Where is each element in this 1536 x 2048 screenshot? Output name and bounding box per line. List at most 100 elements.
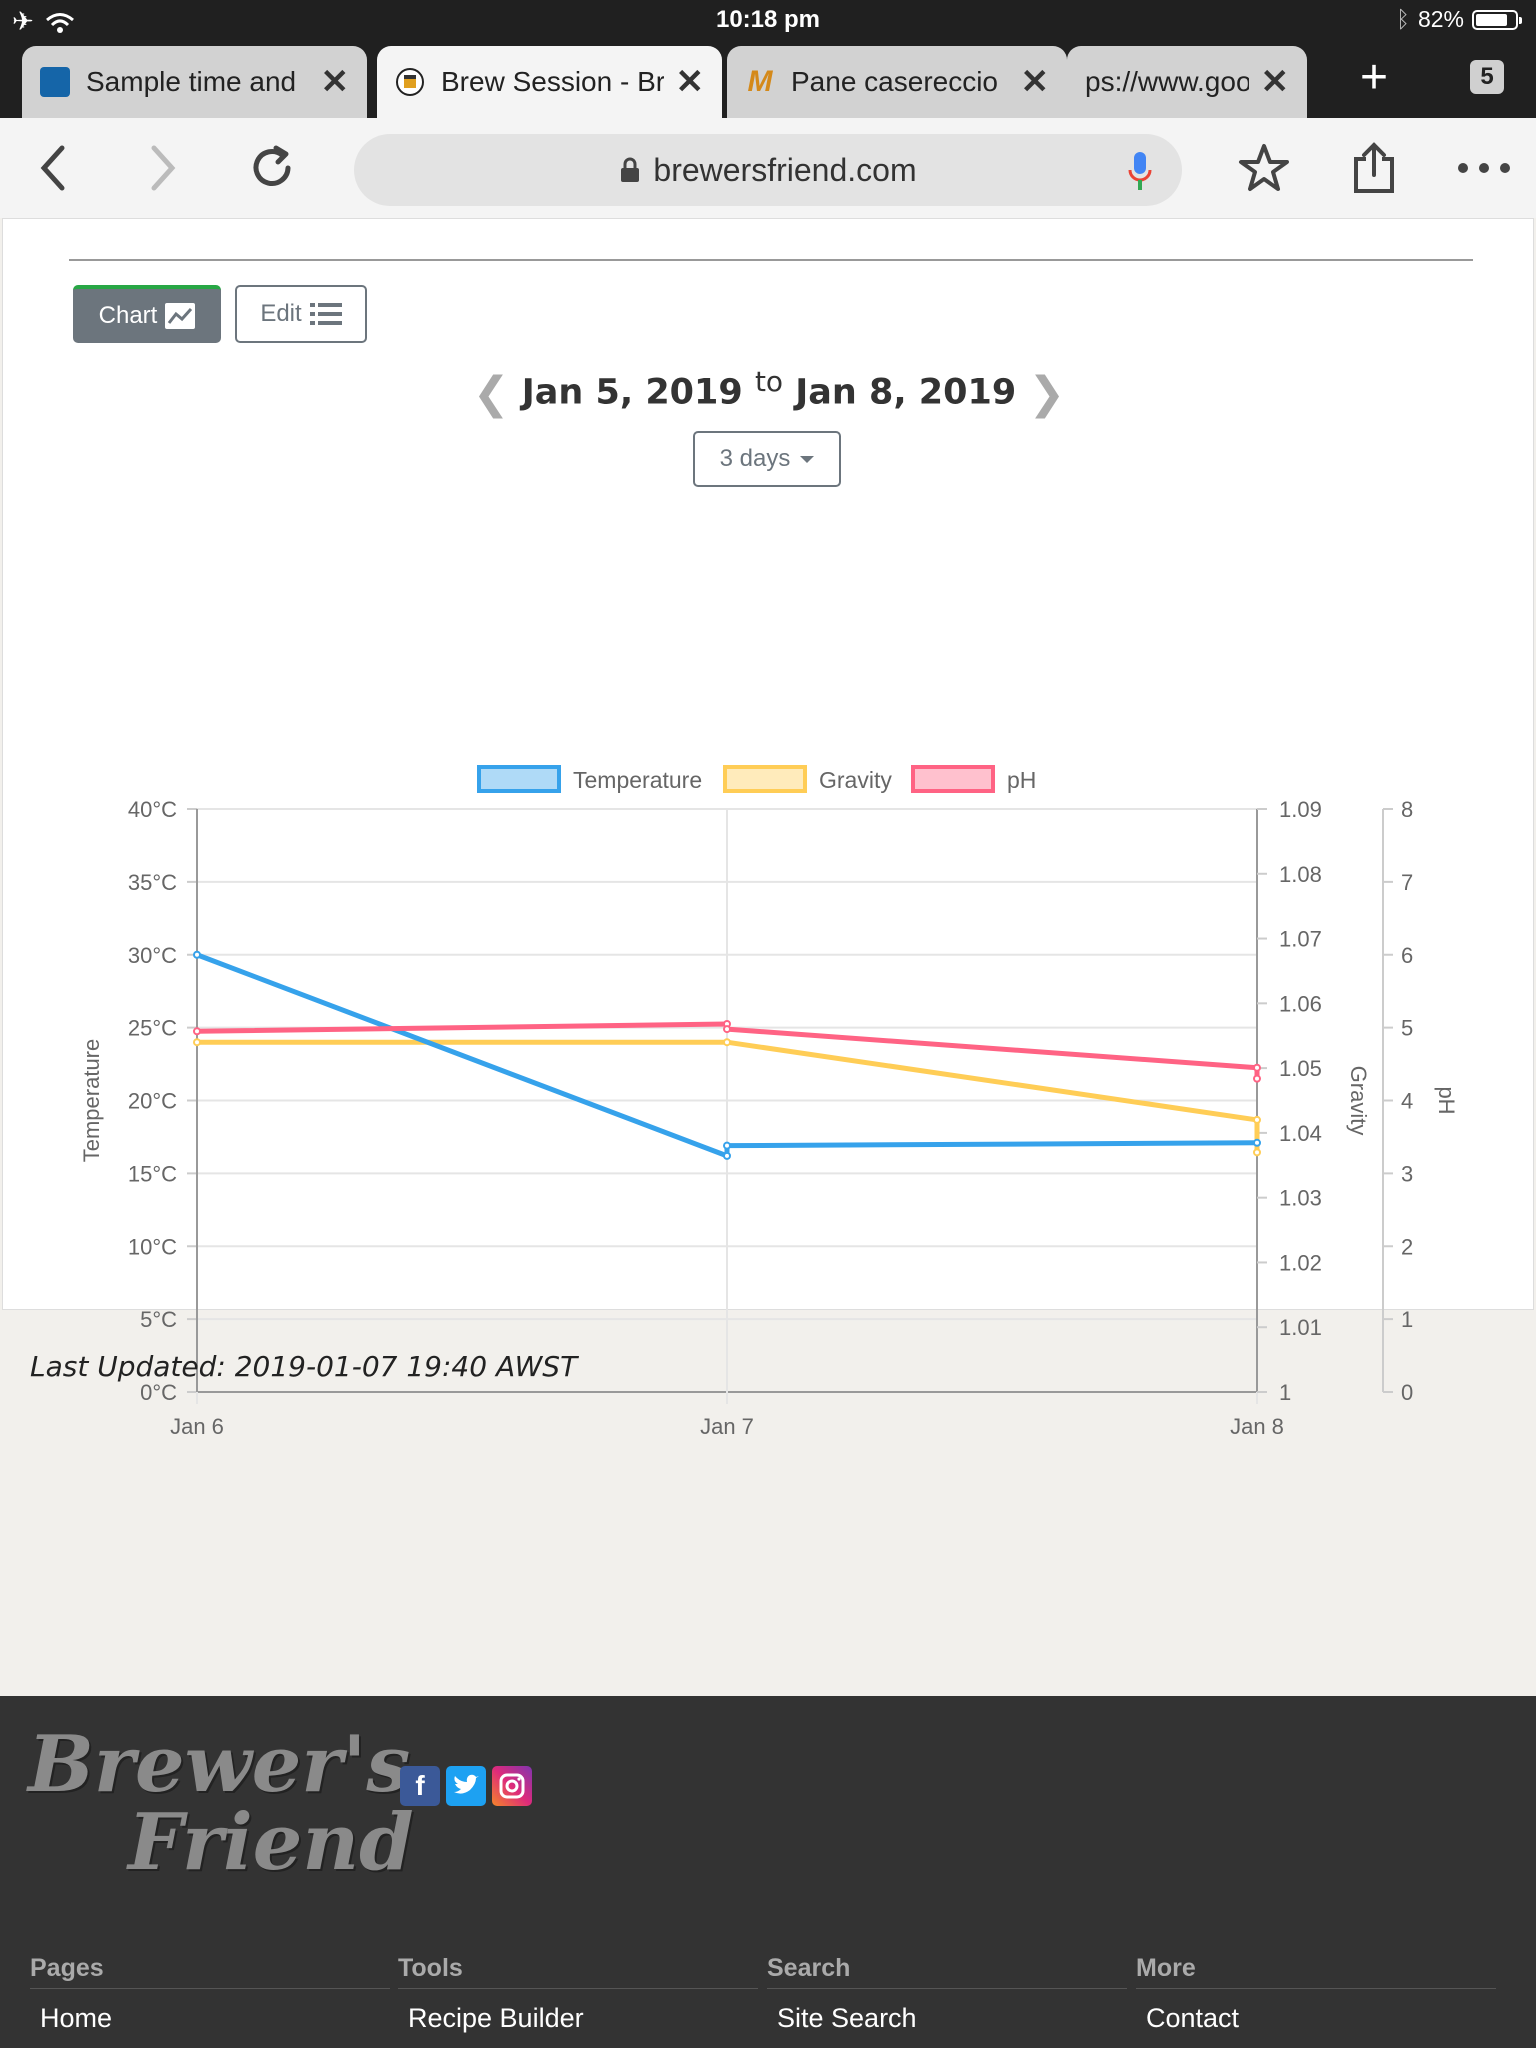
brewers-friend-logo[interactable]: Brewer's Friend xyxy=(28,1726,414,1882)
divider xyxy=(69,259,1473,261)
y1-tick-label: 0°C xyxy=(140,1380,177,1405)
data-point xyxy=(193,1038,201,1047)
y1-tick-label: 5°C xyxy=(140,1307,177,1332)
chart-view-button[interactable]: Chart xyxy=(73,285,221,343)
data-point xyxy=(1253,1148,1261,1157)
footer-heading: Pages xyxy=(30,1954,390,1989)
legend-label: Gravity xyxy=(819,767,892,793)
forward-button[interactable] xyxy=(134,140,190,196)
edit-view-button[interactable]: Edit xyxy=(235,285,367,343)
footer-column-pages: Pages Home xyxy=(30,1954,390,2034)
previous-period-icon[interactable]: ❮ xyxy=(472,368,510,420)
y2-tick-label: 1.02 xyxy=(1279,1250,1322,1275)
footer-link-site-search[interactable]: Site Search xyxy=(777,2003,917,2033)
data-point xyxy=(1253,1063,1261,1072)
instagram-icon[interactable] xyxy=(492,1766,532,1806)
y2-tick-label: 1.03 xyxy=(1279,1186,1322,1211)
brew-session-card: Chart Edit ❮ Jan 5, 2019 to Jan 8, 2019 … xyxy=(2,218,1535,1439)
series-line-gravity xyxy=(197,1039,1260,1153)
y3-tick-label: 3 xyxy=(1401,1161,1413,1186)
bookmark-button[interactable] xyxy=(1236,140,1292,196)
date-range-header: ❮ Jan 5, 2019 to Jan 8, 2019 ❯ xyxy=(3,365,1535,419)
data-point xyxy=(193,950,201,959)
y3-tick-label: 6 xyxy=(1401,943,1413,968)
social-links: f xyxy=(400,1766,532,1806)
url-text: brewersfriend.com xyxy=(653,151,917,188)
new-tab-button[interactable]: + xyxy=(1360,51,1389,104)
y3-axis-title: pH xyxy=(1434,1086,1459,1114)
period-label: 3 days xyxy=(719,445,791,472)
edit-button-label: Edit xyxy=(260,300,302,327)
legend-label: Temperature xyxy=(573,767,702,793)
chart-button-label: Chart xyxy=(98,302,158,329)
series-line-temperature xyxy=(196,952,1258,1159)
battery-icon xyxy=(1472,9,1522,30)
y1-tick-label: 25°C xyxy=(128,1016,177,1041)
brewers-friend-favicon-icon xyxy=(396,68,424,96)
logo-line-2: Friend xyxy=(128,1797,414,1888)
status-time: 10:18 pm xyxy=(715,6,821,33)
tab-title: Pane casereccio xyxy=(791,66,999,97)
lock-icon xyxy=(621,157,640,182)
range-start-date: Jan 5, 2019 xyxy=(521,372,743,413)
tab-title: Sample time and xyxy=(86,66,297,97)
back-button[interactable] xyxy=(26,140,82,196)
tab-bar: Sample time and ✕ Brew Session - Br ✕ M … xyxy=(0,42,1536,118)
tab-brew-session[interactable]: Brew Session - Br ✕ xyxy=(377,46,722,118)
share-button[interactable] xyxy=(1346,140,1402,196)
address-bar[interactable]: brewersfriend.com xyxy=(354,134,1182,206)
x-tick-label: Jan 7 xyxy=(700,1414,754,1439)
next-period-icon[interactable]: ❯ xyxy=(1028,368,1066,420)
data-point xyxy=(723,1025,731,1034)
footer-link-contact[interactable]: Contact xyxy=(1146,2003,1240,2033)
legend-swatch xyxy=(723,765,807,793)
tab-count-button[interactable]: 5 xyxy=(1470,60,1504,94)
y2-tick-label: 1.07 xyxy=(1279,927,1322,952)
y3-tick-label: 0 xyxy=(1401,1380,1413,1405)
range-to-word: to xyxy=(754,365,784,398)
tab-sample-time[interactable]: Sample time and ✕ xyxy=(22,46,367,118)
microphone-icon[interactable] xyxy=(1128,152,1152,190)
close-tab-icon[interactable]: ✕ xyxy=(1260,63,1290,101)
y3-tick-label: 4 xyxy=(1401,1089,1413,1114)
footer-column-more: More Contact xyxy=(1136,1954,1496,2034)
range-end-date: Jan 8, 2019 xyxy=(795,372,1017,413)
tab-google[interactable]: ps://www.goo ✕ xyxy=(1067,46,1307,118)
close-tab-icon[interactable]: ✕ xyxy=(675,63,705,101)
reload-button[interactable] xyxy=(244,140,300,196)
share-icon xyxy=(1354,142,1394,193)
tab-title: ps://www.goo xyxy=(1085,66,1249,97)
y1-tick-label: 35°C xyxy=(128,870,177,895)
status-bar: ✈ 10:18 pm ᛒ 82% xyxy=(0,0,1536,42)
footer-link-home[interactable]: Home xyxy=(40,2003,113,2033)
y1-tick-label: 40°C xyxy=(128,797,177,822)
period-dropdown[interactable]: 3 days xyxy=(693,431,841,487)
y1-tick-label: 10°C xyxy=(128,1234,177,1259)
y2-axis-title: Gravity xyxy=(1346,1066,1371,1136)
bluetooth-icon: ᛒ xyxy=(1396,6,1410,32)
footer-link-recipe-builder[interactable]: Recipe Builder xyxy=(408,2003,584,2033)
y2-tick-label: 1 xyxy=(1279,1380,1291,1405)
more-menu-button[interactable] xyxy=(1456,140,1512,196)
close-tab-icon[interactable]: ✕ xyxy=(320,63,350,101)
sample-site-favicon-icon xyxy=(40,67,70,97)
chevron-right-icon xyxy=(151,145,176,191)
last-updated-text: Last Updated: 2019-01-07 19:40 AWST xyxy=(30,1350,578,1383)
twitter-icon[interactable] xyxy=(446,1766,486,1806)
star-icon xyxy=(1239,144,1289,191)
close-tab-icon[interactable]: ✕ xyxy=(1020,63,1050,101)
airplane-icon: ✈ xyxy=(12,6,34,36)
data-point xyxy=(1253,1138,1261,1147)
y2-tick-label: 1.04 xyxy=(1279,1121,1322,1146)
caret-down-icon xyxy=(800,455,815,463)
y1-tick-label: 30°C xyxy=(128,943,177,968)
data-point xyxy=(193,1027,201,1036)
data-point xyxy=(723,1141,731,1150)
tab-pane-casereccio[interactable]: M Pane casereccio ✕ xyxy=(727,46,1067,118)
brew-session-chart: 0°C 5°C 10°C 15°C 20°C 25°C 30°C 35°C 40°C Jan 6 J… xyxy=(79,765,1459,1439)
y2-tick-label: 1.05 xyxy=(1279,1056,1322,1081)
legend-swatch xyxy=(477,765,561,793)
footer-heading: More xyxy=(1136,1954,1496,1989)
footer-column-search: Search Site Search xyxy=(767,1954,1127,2034)
facebook-icon[interactable]: f xyxy=(400,1766,440,1806)
